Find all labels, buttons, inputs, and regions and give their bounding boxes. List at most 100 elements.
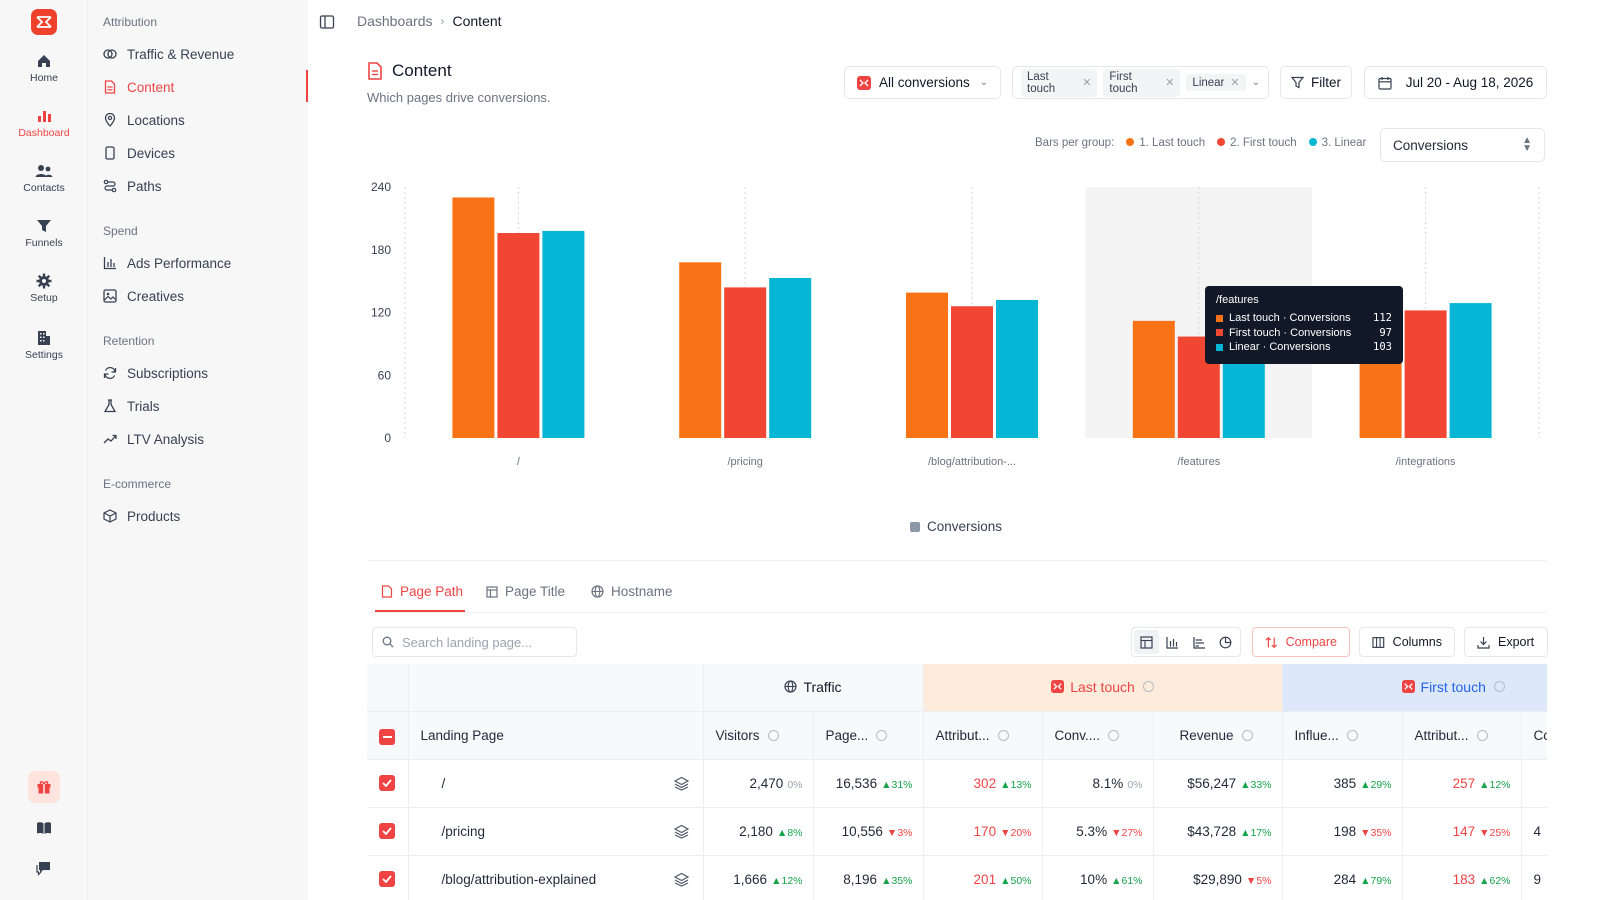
compare-button[interactable]: Compare — [1252, 627, 1350, 657]
sidebar-item-traffic-revenue[interactable]: Traffic & Revenue — [103, 43, 234, 65]
column-revenue[interactable]: Revenue — [1153, 711, 1283, 760]
metric-select[interactable]: Conversions ▲ ▼ — [1380, 128, 1545, 162]
tab-hostname[interactable]: Hostname — [591, 584, 673, 599]
row-checkbox[interactable] — [379, 823, 396, 839]
close-icon[interactable]: ✕ — [1082, 77, 1092, 89]
info-icon[interactable] — [1142, 681, 1154, 692]
info-icon[interactable] — [1108, 730, 1120, 742]
tab-page-title[interactable]: Page Title — [486, 584, 565, 599]
export-button[interactable]: Export — [1464, 627, 1548, 657]
landing-page-cell[interactable]: /pricing — [408, 807, 704, 856]
info-icon[interactable] — [997, 730, 1009, 742]
rail-setup[interactable]: Setup — [0, 273, 88, 304]
delta-value: 3% — [897, 826, 913, 839]
support-chat-button[interactable] — [28, 852, 60, 884]
layers-icon[interactable] — [673, 776, 689, 791]
column-influenced[interactable]: Influe... — [1282, 711, 1403, 760]
rail-dashboard[interactable]: Dashboard — [0, 108, 88, 139]
layers-icon[interactable] — [673, 824, 689, 839]
y-tick-label: 0 — [384, 431, 391, 445]
breadcrumb-parent[interactable]: Dashboards — [357, 13, 433, 29]
table-row[interactable]: /2,470 0% 16,536 ▲31% 302 ▲13% 8.1% 0% $56,247 ▲3… — [367, 759, 1547, 808]
sidebar-item-content[interactable]: Content — [103, 76, 174, 98]
route-icon — [103, 179, 117, 193]
metric-value: 284 — [1333, 871, 1357, 887]
info-icon[interactable] — [1476, 730, 1488, 742]
info-icon[interactable] — [1346, 730, 1358, 742]
column-pageviews[interactable]: Page... — [813, 711, 924, 760]
bar-chart-icon — [38, 111, 51, 122]
delta-value: 5% — [1256, 874, 1272, 887]
date-range-picker[interactable]: Jul 20 - Aug 18, 2026 — [1364, 66, 1547, 99]
gift-button[interactable] — [28, 771, 60, 803]
column-conversion-rate[interactable]: Conv.... — [1042, 711, 1154, 760]
view-hbar-button[interactable] — [1187, 630, 1212, 654]
docs-button[interactable] — [28, 812, 60, 844]
sidebar-item-ltv-analysis[interactable]: LTV Analysis — [103, 428, 204, 450]
sidebar-item-locations[interactable]: Locations — [103, 109, 185, 131]
columns-button[interactable]: Columns — [1359, 627, 1455, 657]
table-row[interactable]: /blog/attribution-explained 1,666 ▲12% 8,19… — [367, 855, 1547, 900]
delta-badge: ▲62% — [1479, 874, 1511, 887]
close-icon[interactable]: ✕ — [1230, 77, 1240, 89]
metric-value: 5.3% — [1076, 823, 1108, 839]
chart-legend[interactable]: Conversions — [910, 519, 1002, 534]
model-chip-first-touch[interactable]: First touch ✕ — [1103, 68, 1181, 97]
tab-page-path[interactable]: Page Path — [381, 584, 463, 599]
column-label: Revenue — [1179, 727, 1234, 743]
bar-linear — [1449, 303, 1492, 438]
column-attributed-lt[interactable]: Attribut... — [923, 711, 1043, 760]
info-icon[interactable] — [1241, 730, 1253, 742]
sidebar-item-trials[interactable]: Trials — [103, 395, 160, 417]
app-logo[interactable] — [31, 9, 57, 35]
sidebar-item-label: LTV Analysis — [127, 431, 205, 447]
sidebar-item-ads-performance[interactable]: Ads Performance — [103, 252, 231, 274]
sidebar-toggle-icon[interactable] — [319, 14, 335, 30]
rail-contacts[interactable]: Contacts — [0, 163, 88, 194]
layers-icon[interactable] — [673, 872, 689, 887]
column-conversions-ft[interactable]: Con — [1521, 711, 1547, 760]
view-table-button[interactable] — [1134, 630, 1159, 654]
attribution-model-multiselect[interactable]: Last touch ✕ First touch ✕ Linear ✕ ⌄ — [1012, 66, 1269, 99]
bar-linear — [769, 277, 812, 438]
landing-page-cell[interactable]: / — [408, 759, 704, 808]
info-icon[interactable] — [876, 730, 888, 742]
conversions-select[interactable]: All conversions ⌄ — [844, 66, 1001, 99]
landing-page-cell[interactable]: /blog/attribution-explained — [408, 855, 704, 900]
close-icon[interactable]: ✕ — [1165, 77, 1175, 89]
search-input[interactable]: Search landing page... — [372, 627, 577, 657]
column-attributed-ft[interactable]: Attribut... — [1402, 711, 1522, 760]
column-landing-page[interactable]: Landing Page — [408, 711, 704, 760]
y-tick-label: 240 — [371, 180, 391, 194]
sidebar-item-products[interactable]: Products — [103, 505, 180, 527]
view-pie-button[interactable] — [1214, 630, 1239, 654]
bpg-label: 1. Last touch — [1139, 137, 1206, 149]
sidebar-item-creatives[interactable]: Creatives — [103, 285, 184, 307]
row-checkbox-cell — [367, 807, 409, 856]
column-visitors[interactable]: Visitors — [703, 711, 814, 760]
rail-funnels[interactable]: Funnels — [0, 218, 88, 249]
row-checkbox[interactable] — [379, 871, 396, 887]
view-bar-button[interactable] — [1161, 630, 1186, 654]
model-chip-last-touch[interactable]: Last touch ✕ — [1021, 68, 1098, 97]
chat-icon — [36, 862, 50, 876]
sidebar-item-devices[interactable]: Devices — [103, 142, 175, 164]
info-icon[interactable] — [1493, 681, 1505, 692]
select-all-cell — [367, 711, 409, 760]
delta-badge: ▲79% — [1360, 874, 1392, 887]
model-chip-linear[interactable]: Linear ✕ — [1186, 74, 1246, 91]
filter-button[interactable]: Filter — [1280, 66, 1352, 99]
row-checkbox[interactable] — [379, 775, 396, 791]
info-icon[interactable] — [767, 730, 779, 742]
dot-icon — [1126, 138, 1135, 146]
conversion-logo-icon — [857, 75, 871, 90]
check-icon — [382, 827, 392, 835]
metric-cell: 284 ▲79% — [1282, 855, 1403, 900]
sidebar-section-ecommerce: E-commerce — [103, 477, 172, 491]
sidebar-item-subscriptions[interactable]: Subscriptions — [103, 362, 208, 384]
rail-settings[interactable]: Settings — [0, 330, 88, 361]
select-all-checkbox[interactable] — [379, 728, 396, 745]
rail-home[interactable]: Home — [0, 53, 88, 84]
sidebar-item-paths[interactable]: Paths — [103, 175, 162, 197]
table-row[interactable]: /pricing 2,180 ▲8% 10,556 ▼3% 170 ▼20% 5.3% ▼27%… — [367, 807, 1547, 856]
